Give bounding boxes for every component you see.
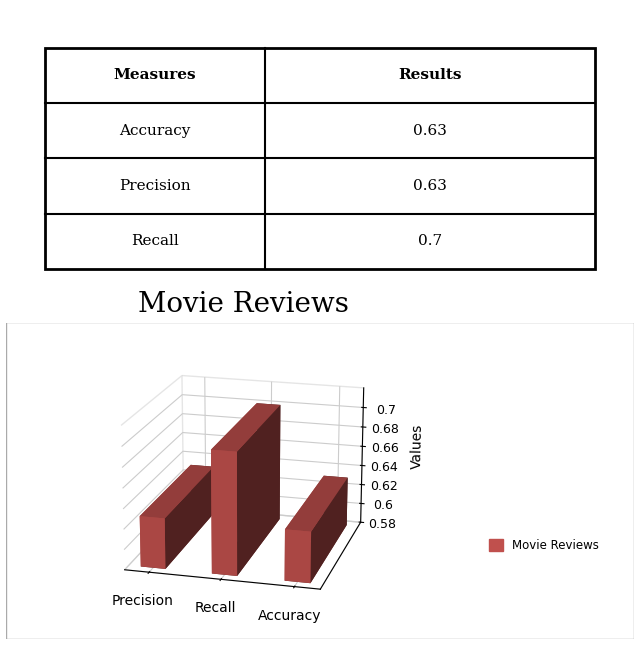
Text: 0.63: 0.63 xyxy=(413,124,447,138)
Text: Results: Results xyxy=(398,68,462,83)
Text: Accuracy: Accuracy xyxy=(119,124,191,138)
Text: Precision: Precision xyxy=(119,179,191,193)
Text: Measures: Measures xyxy=(113,68,196,83)
Text: 0.63: 0.63 xyxy=(413,179,447,193)
Text: 0.7: 0.7 xyxy=(418,234,442,248)
Text: Recall: Recall xyxy=(131,234,179,248)
Bar xyxy=(45,48,595,269)
Title: Movie Reviews: Movie Reviews xyxy=(138,292,349,318)
Legend: Movie Reviews: Movie Reviews xyxy=(484,534,604,556)
